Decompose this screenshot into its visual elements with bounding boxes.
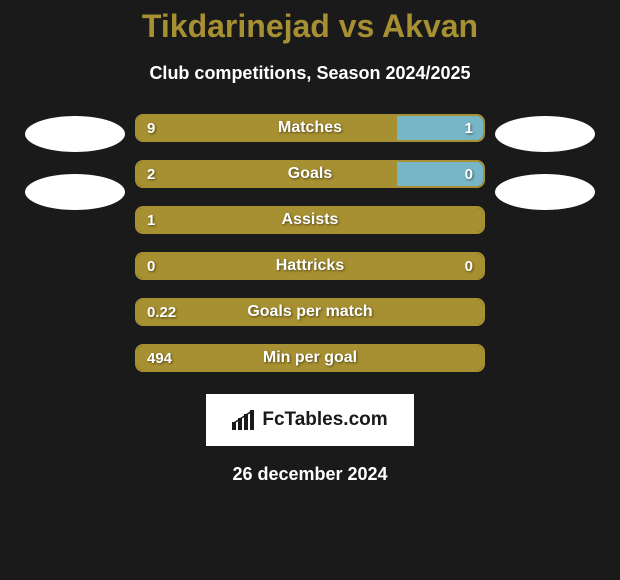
page-title: Tikdarinejad vs Akvan (142, 8, 478, 45)
comparison-area: 9Matches12Goals01Assists0Hattricks00.22G… (0, 114, 620, 372)
brand-badge: FcTables.com (206, 394, 414, 446)
stat-row: 494Min per goal (135, 344, 485, 372)
stat-label: Goals (137, 165, 483, 183)
stat-row: 2Goals0 (135, 160, 485, 188)
brand-text: FcTables.com (262, 409, 387, 431)
right-avatar-col (495, 114, 595, 210)
stat-label: Min per goal (137, 349, 483, 367)
brand-icon (232, 410, 256, 430)
stat-label: Goals per match (137, 303, 483, 321)
stat-row: 0.22Goals per match (135, 298, 485, 326)
stat-right-value: 1 (465, 120, 473, 137)
stat-bars: 9Matches12Goals01Assists0Hattricks00.22G… (135, 114, 485, 372)
player-right-avatar-2 (495, 174, 595, 210)
stat-label: Assists (137, 211, 483, 229)
stat-right-value: 0 (465, 258, 473, 275)
subtitle: Club competitions, Season 2024/2025 (149, 63, 470, 84)
stat-label: Matches (137, 119, 483, 137)
stat-right-value: 0 (465, 166, 473, 183)
player-right-avatar-1 (495, 116, 595, 152)
player-left-avatar-2 (25, 174, 125, 210)
stat-row: 9Matches1 (135, 114, 485, 142)
stat-row: 1Assists (135, 206, 485, 234)
date-text: 26 december 2024 (232, 464, 387, 485)
stat-row: 0Hattricks0 (135, 252, 485, 280)
player-left-avatar-1 (25, 116, 125, 152)
stat-label: Hattricks (137, 257, 483, 275)
left-avatar-col (25, 114, 125, 210)
